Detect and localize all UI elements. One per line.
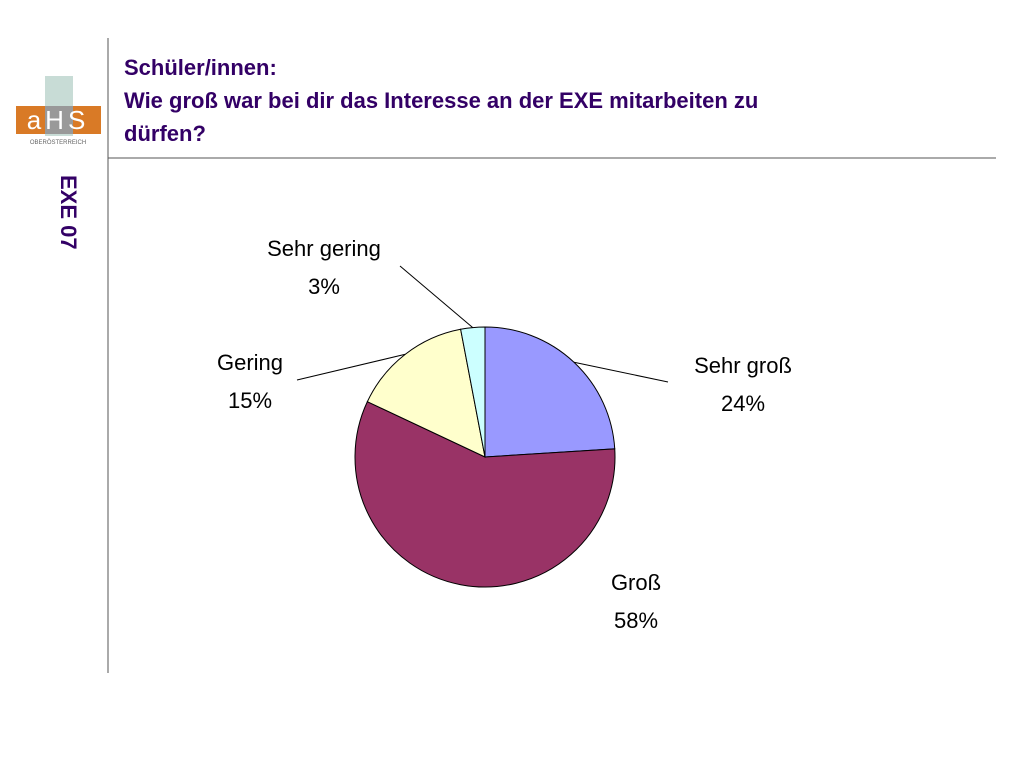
pie-slice	[366, 328, 486, 458]
title-line: dürfen?	[124, 121, 206, 146]
slice-label: Sehr groß	[694, 353, 792, 378]
leader-line	[573, 361, 669, 383]
title-line: Wie groß war bei dir das Interesse an de…	[124, 88, 758, 113]
title-line: Schüler/innen:	[124, 55, 277, 80]
slice-label: Groß	[611, 570, 661, 595]
side-label: EXE 07	[56, 175, 81, 250]
leader-line	[399, 265, 474, 328]
slice-label: Gering	[217, 350, 283, 375]
slice-value-label: 58%	[614, 608, 658, 633]
logo-shape	[45, 106, 73, 134]
logo: aHS OBERÖSTERREICH	[16, 76, 101, 146]
pie-slice	[354, 400, 616, 588]
pie-slice	[484, 326, 616, 458]
slice-value-label: 24%	[721, 391, 765, 416]
slice-label: Sehr gering	[267, 236, 381, 261]
slice-value-label: 3%	[308, 274, 340, 299]
logo-text: aHS	[27, 105, 90, 135]
logo-subtext: OBERÖSTERREICH	[30, 139, 86, 146]
leader-line	[296, 353, 406, 381]
slice-value-label: 15%	[228, 388, 272, 413]
